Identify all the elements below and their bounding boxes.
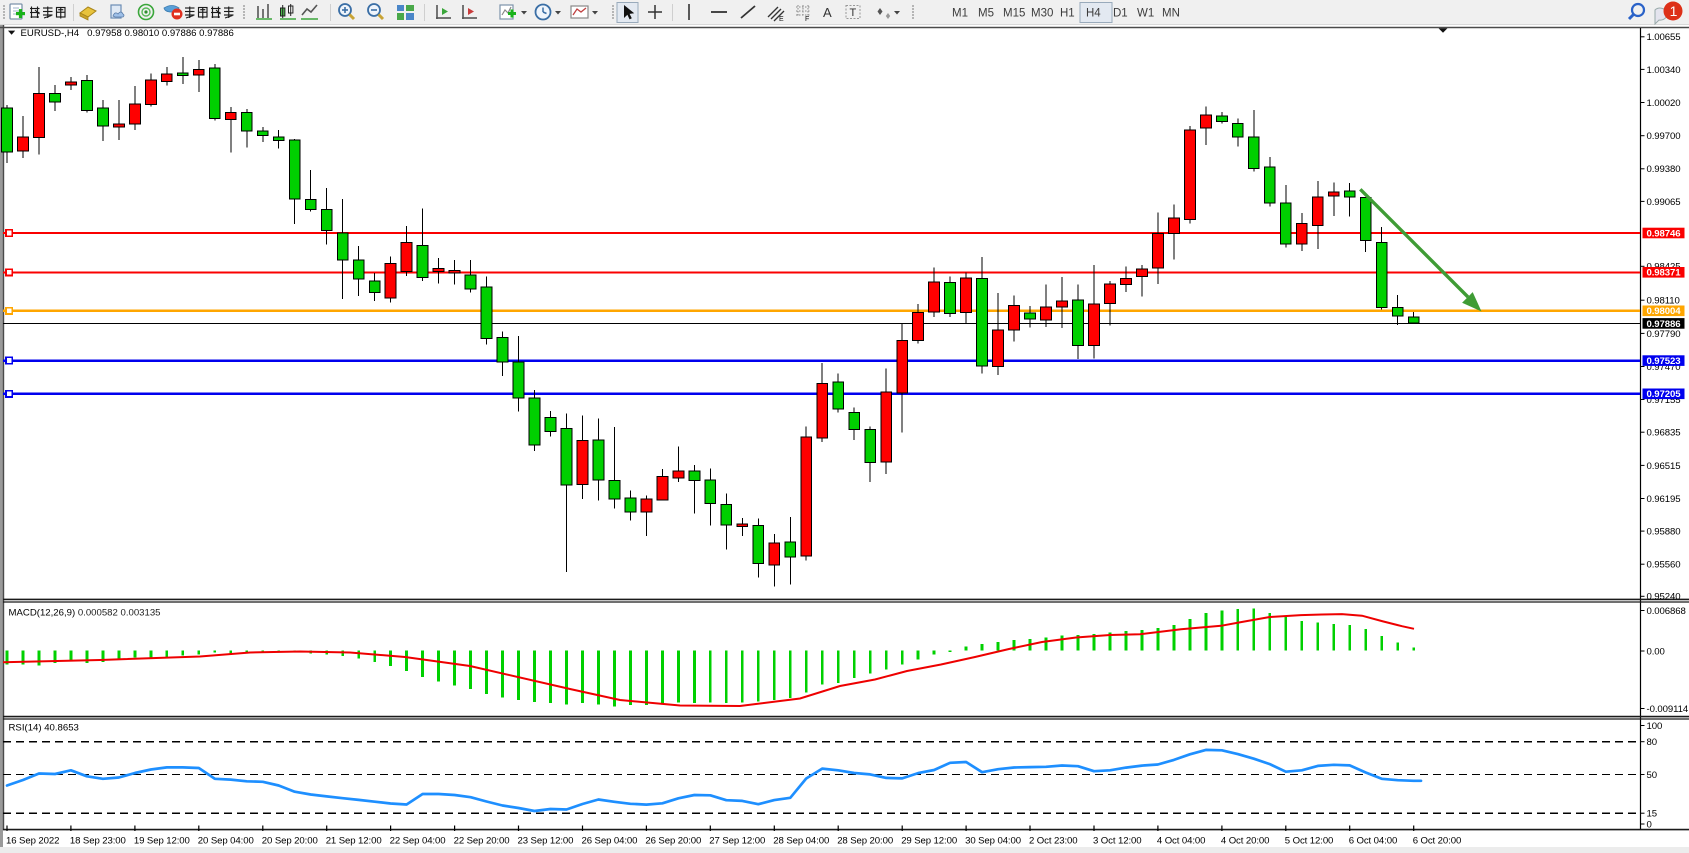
svg-text:0.95560: 0.95560: [1647, 560, 1681, 571]
svg-text:100: 100: [1647, 721, 1663, 732]
svg-text:5 Oct 12:00: 5 Oct 12:00: [1285, 836, 1334, 847]
svg-text:-0.009114: -0.009114: [1647, 704, 1689, 715]
svg-text:0.98371: 0.98371: [1647, 268, 1682, 279]
svg-text:0.95240: 0.95240: [1647, 592, 1681, 603]
svg-text:2 Oct 23:00: 2 Oct 23:00: [1029, 836, 1078, 847]
svg-text:22 Sep 20:00: 22 Sep 20:00: [454, 836, 510, 847]
svg-text:0.96835: 0.96835: [1647, 428, 1681, 439]
svg-text:80: 80: [1647, 737, 1657, 748]
svg-text:A: A: [823, 5, 832, 20]
svg-text:27 Sep 12:00: 27 Sep 12:00: [709, 836, 765, 847]
svg-text:0.97523: 0.97523: [1647, 356, 1681, 367]
svg-text:0.97155: 0.97155: [1647, 395, 1681, 406]
svg-text:16 Sep 2022: 16 Sep 2022: [6, 836, 59, 847]
svg-text:M5: M5: [978, 8, 994, 20]
svg-text:D1: D1: [1113, 8, 1128, 20]
svg-text:0.99380: 0.99380: [1647, 164, 1681, 175]
svg-text:30 Sep 04:00: 30 Sep 04:00: [965, 836, 1021, 847]
svg-text:MN: MN: [1162, 8, 1180, 20]
svg-text:W1: W1: [1137, 8, 1154, 20]
svg-text:0.00: 0.00: [1647, 646, 1665, 657]
svg-text:M15: M15: [1003, 8, 1025, 20]
svg-text:19 Sep 12:00: 19 Sep 12:00: [134, 836, 190, 847]
svg-text:50: 50: [1647, 770, 1657, 781]
svg-text:28 Sep 04:00: 28 Sep 04:00: [773, 836, 829, 847]
svg-text:RSI(14) 40.8653: RSI(14) 40.8653: [9, 723, 79, 734]
svg-text:28 Sep 20:00: 28 Sep 20:00: [837, 836, 893, 847]
svg-text:21 Sep 12:00: 21 Sep 12:00: [326, 836, 382, 847]
svg-text:0.95880: 0.95880: [1647, 527, 1681, 538]
svg-text:0.99065: 0.99065: [1647, 197, 1681, 208]
svg-text:0: 0: [1647, 819, 1652, 830]
svg-text:0.97470: 0.97470: [1647, 362, 1681, 373]
svg-text:4 Oct 04:00: 4 Oct 04:00: [1157, 836, 1206, 847]
svg-text:0.96515: 0.96515: [1647, 461, 1681, 472]
svg-text:0.97205: 0.97205: [1647, 389, 1682, 400]
svg-text:3 Oct 12:00: 3 Oct 12:00: [1093, 836, 1142, 847]
svg-text:T: T: [850, 7, 857, 19]
svg-text:6 Oct 20:00: 6 Oct 20:00: [1413, 836, 1462, 847]
svg-text:0.97790: 0.97790: [1647, 329, 1681, 340]
svg-text:26 Sep 20:00: 26 Sep 20:00: [645, 836, 701, 847]
svg-text:0.99700: 0.99700: [1647, 131, 1681, 142]
svg-text:6 Oct 04:00: 6 Oct 04:00: [1349, 836, 1398, 847]
svg-text:0.96195: 0.96195: [1647, 494, 1681, 505]
svg-text:20 Sep 20:00: 20 Sep 20:00: [262, 836, 318, 847]
svg-text:F: F: [805, 16, 809, 23]
svg-text:0.006868: 0.006868: [1647, 606, 1686, 617]
svg-text:0.97886: 0.97886: [1647, 319, 1681, 330]
svg-text:H4: H4: [1086, 8, 1101, 20]
svg-text:EURUSD-,H4 0.97958 0.98010 0: EURUSD-,H4 0.97958 0.98010 0.97886 0.978…: [21, 28, 234, 39]
svg-text:22 Sep 04:00: 22 Sep 04:00: [390, 836, 446, 847]
svg-text:1: 1: [1670, 3, 1678, 19]
svg-text:0.98004: 0.98004: [1647, 306, 1682, 317]
svg-text:E: E: [779, 16, 784, 23]
svg-text:1.00340: 1.00340: [1647, 65, 1681, 76]
svg-text:4 Oct 20:00: 4 Oct 20:00: [1221, 836, 1270, 847]
svg-text:M1: M1: [952, 8, 968, 20]
svg-text:1.00020: 1.00020: [1647, 98, 1681, 109]
svg-text:23 Sep 12:00: 23 Sep 12:00: [518, 836, 574, 847]
svg-text:26 Sep 04:00: 26 Sep 04:00: [582, 836, 638, 847]
svg-text:20 Sep 04:00: 20 Sep 04:00: [198, 836, 254, 847]
svg-text:0.98746: 0.98746: [1647, 228, 1681, 239]
svg-text:15: 15: [1647, 809, 1657, 820]
svg-text:MACD(12,26,9) 0.000582 0.00313: MACD(12,26,9) 0.000582 0.003135: [9, 608, 161, 619]
svg-text:M30: M30: [1031, 8, 1053, 20]
svg-text:0.98110: 0.98110: [1647, 296, 1680, 307]
svg-text:29 Sep 12:00: 29 Sep 12:00: [901, 836, 957, 847]
svg-text:H1: H1: [1060, 8, 1075, 20]
svg-text:1.00655: 1.00655: [1647, 32, 1681, 43]
svg-text:18 Sep 23:00: 18 Sep 23:00: [70, 836, 126, 847]
